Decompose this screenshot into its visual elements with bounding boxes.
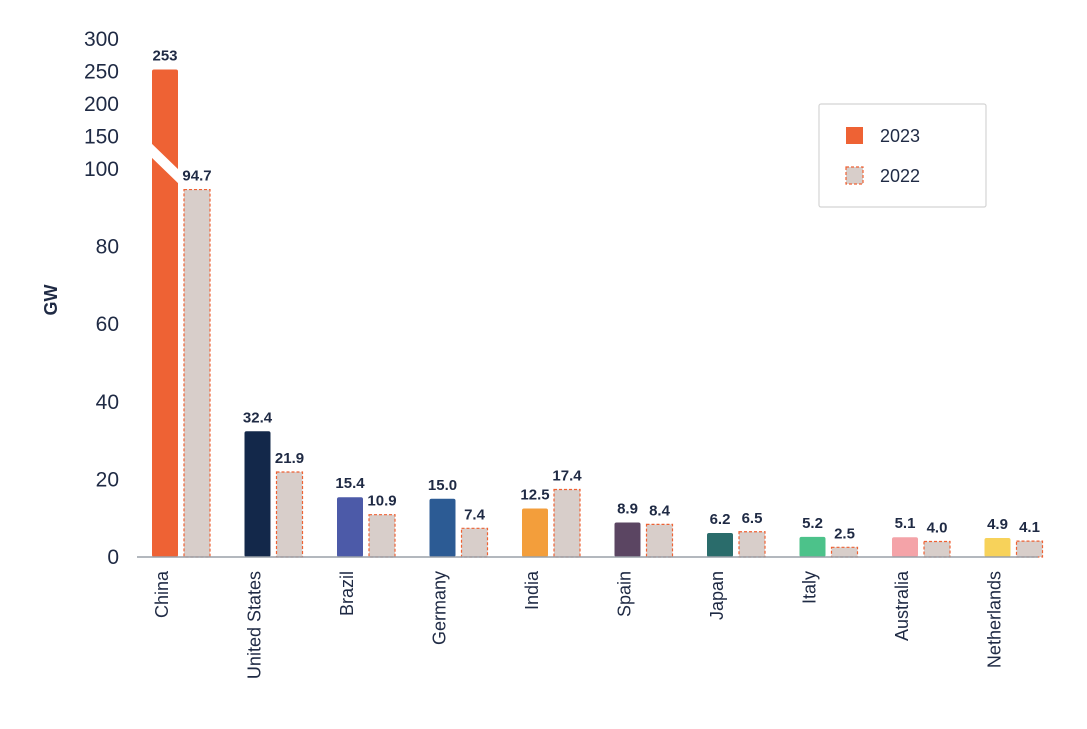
- data-label-2023-italy: 5.2: [802, 515, 823, 532]
- legend: 2023 2022: [818, 103, 987, 208]
- y-tick-label: 250: [84, 61, 119, 84]
- bar-2023-netherlands: [984, 537, 1011, 557]
- bar-2023-brazil: [337, 497, 363, 557]
- data-label-2023-china: 253: [152, 48, 177, 65]
- bar-2023-spain: [614, 522, 641, 557]
- bar-2022-united-states: [275, 471, 304, 558]
- category-label-brazil: Brazil: [337, 571, 357, 616]
- data-label-2022-germany: 7.4: [464, 506, 486, 523]
- category-label-italy: Italy: [800, 571, 820, 604]
- data-label-2022-spain: 8.4: [649, 502, 671, 519]
- category-label-united-states: United States: [245, 571, 265, 679]
- bar-2023-australia: [892, 537, 918, 557]
- y-tick-label: 100: [84, 158, 119, 181]
- data-label-2022-japan: 6.5: [742, 510, 763, 527]
- bar-2023-italy: [799, 536, 826, 557]
- category-labels: China United States Brazil Germany India Spai…: [152, 570, 1005, 679]
- bar-2022-italy: [830, 546, 859, 558]
- y-tick-label: 60: [96, 313, 119, 336]
- y-tick-label: 20: [96, 468, 119, 491]
- data-label-2023-united-states: 32.4: [243, 409, 273, 426]
- legend-box: [818, 103, 987, 208]
- legend-label-2022: 2022: [880, 166, 920, 186]
- y-axis: 0 20 40 60 80 100 150 200 250 300: [84, 28, 119, 569]
- data-label-2023-germany: 15.0: [428, 477, 457, 494]
- data-label-2022-australia: 4.0: [927, 519, 948, 536]
- data-label-2022-brazil: 10.9: [367, 493, 396, 510]
- y-tick-label: 0: [107, 546, 119, 569]
- axis-break-mark: [149, 141, 181, 186]
- bar-2023-united-states: [244, 431, 271, 557]
- bar-2022-japan: [738, 531, 766, 558]
- bar-2022-china: [183, 188, 211, 558]
- y-axis-title: GW: [41, 284, 61, 315]
- category-label-netherlands: Netherlands: [985, 571, 1005, 668]
- data-label-2023-australia: 5.1: [895, 515, 916, 532]
- category-label-china: China: [152, 570, 172, 618]
- legend-label-2023: 2023: [880, 126, 920, 146]
- bar-2022-germany: [460, 527, 489, 558]
- data-label-2022-united-states: 21.9: [275, 450, 304, 467]
- data-label-2023-japan: 6.2: [710, 511, 731, 528]
- bar-2023-japan: [707, 532, 733, 557]
- y-tick-label: 150: [84, 126, 119, 149]
- data-label-2022-netherlands: 4.1: [1019, 519, 1040, 536]
- bar-2022-australia: [923, 540, 951, 558]
- legend-swatch-2023: [846, 127, 863, 144]
- bar-2023-india: [522, 508, 548, 557]
- category-label-germany: Germany: [430, 571, 450, 645]
- data-label-2022-india: 17.4: [552, 467, 582, 484]
- legend-swatch-2022: [845, 166, 864, 185]
- data-label-2023-spain: 8.9: [617, 500, 638, 517]
- category-label-japan: Japan: [707, 571, 727, 620]
- data-label-2022-china: 94.7: [182, 168, 211, 185]
- category-label-australia: Australia: [892, 570, 912, 641]
- data-label-2023-netherlands: 4.9: [987, 516, 1008, 533]
- category-label-india: India: [522, 570, 542, 610]
- data-label-2022-italy: 2.5: [834, 525, 855, 542]
- bar-2022-netherlands: [1015, 540, 1044, 558]
- bar-2022-brazil: [368, 514, 396, 558]
- bars: 253 94.7 32.4 21.9 15.410.9 15.0 7.4 12.517.4 8.…: [149, 48, 1044, 558]
- bar-2023-germany: [429, 498, 456, 557]
- y-tick-label: 40: [96, 391, 119, 414]
- y-tick-label: 80: [96, 236, 119, 259]
- bar-2022-india: [553, 488, 581, 558]
- y-tick-label: 300: [84, 28, 119, 51]
- category-label-spain: Spain: [615, 571, 635, 617]
- data-label-2023-india: 12.5: [520, 487, 549, 504]
- bar-2022-spain: [645, 523, 674, 558]
- data-label-2023-brazil: 15.4: [335, 475, 365, 492]
- bar-2023-china: [152, 69, 178, 558]
- y-tick-label: 200: [84, 93, 119, 116]
